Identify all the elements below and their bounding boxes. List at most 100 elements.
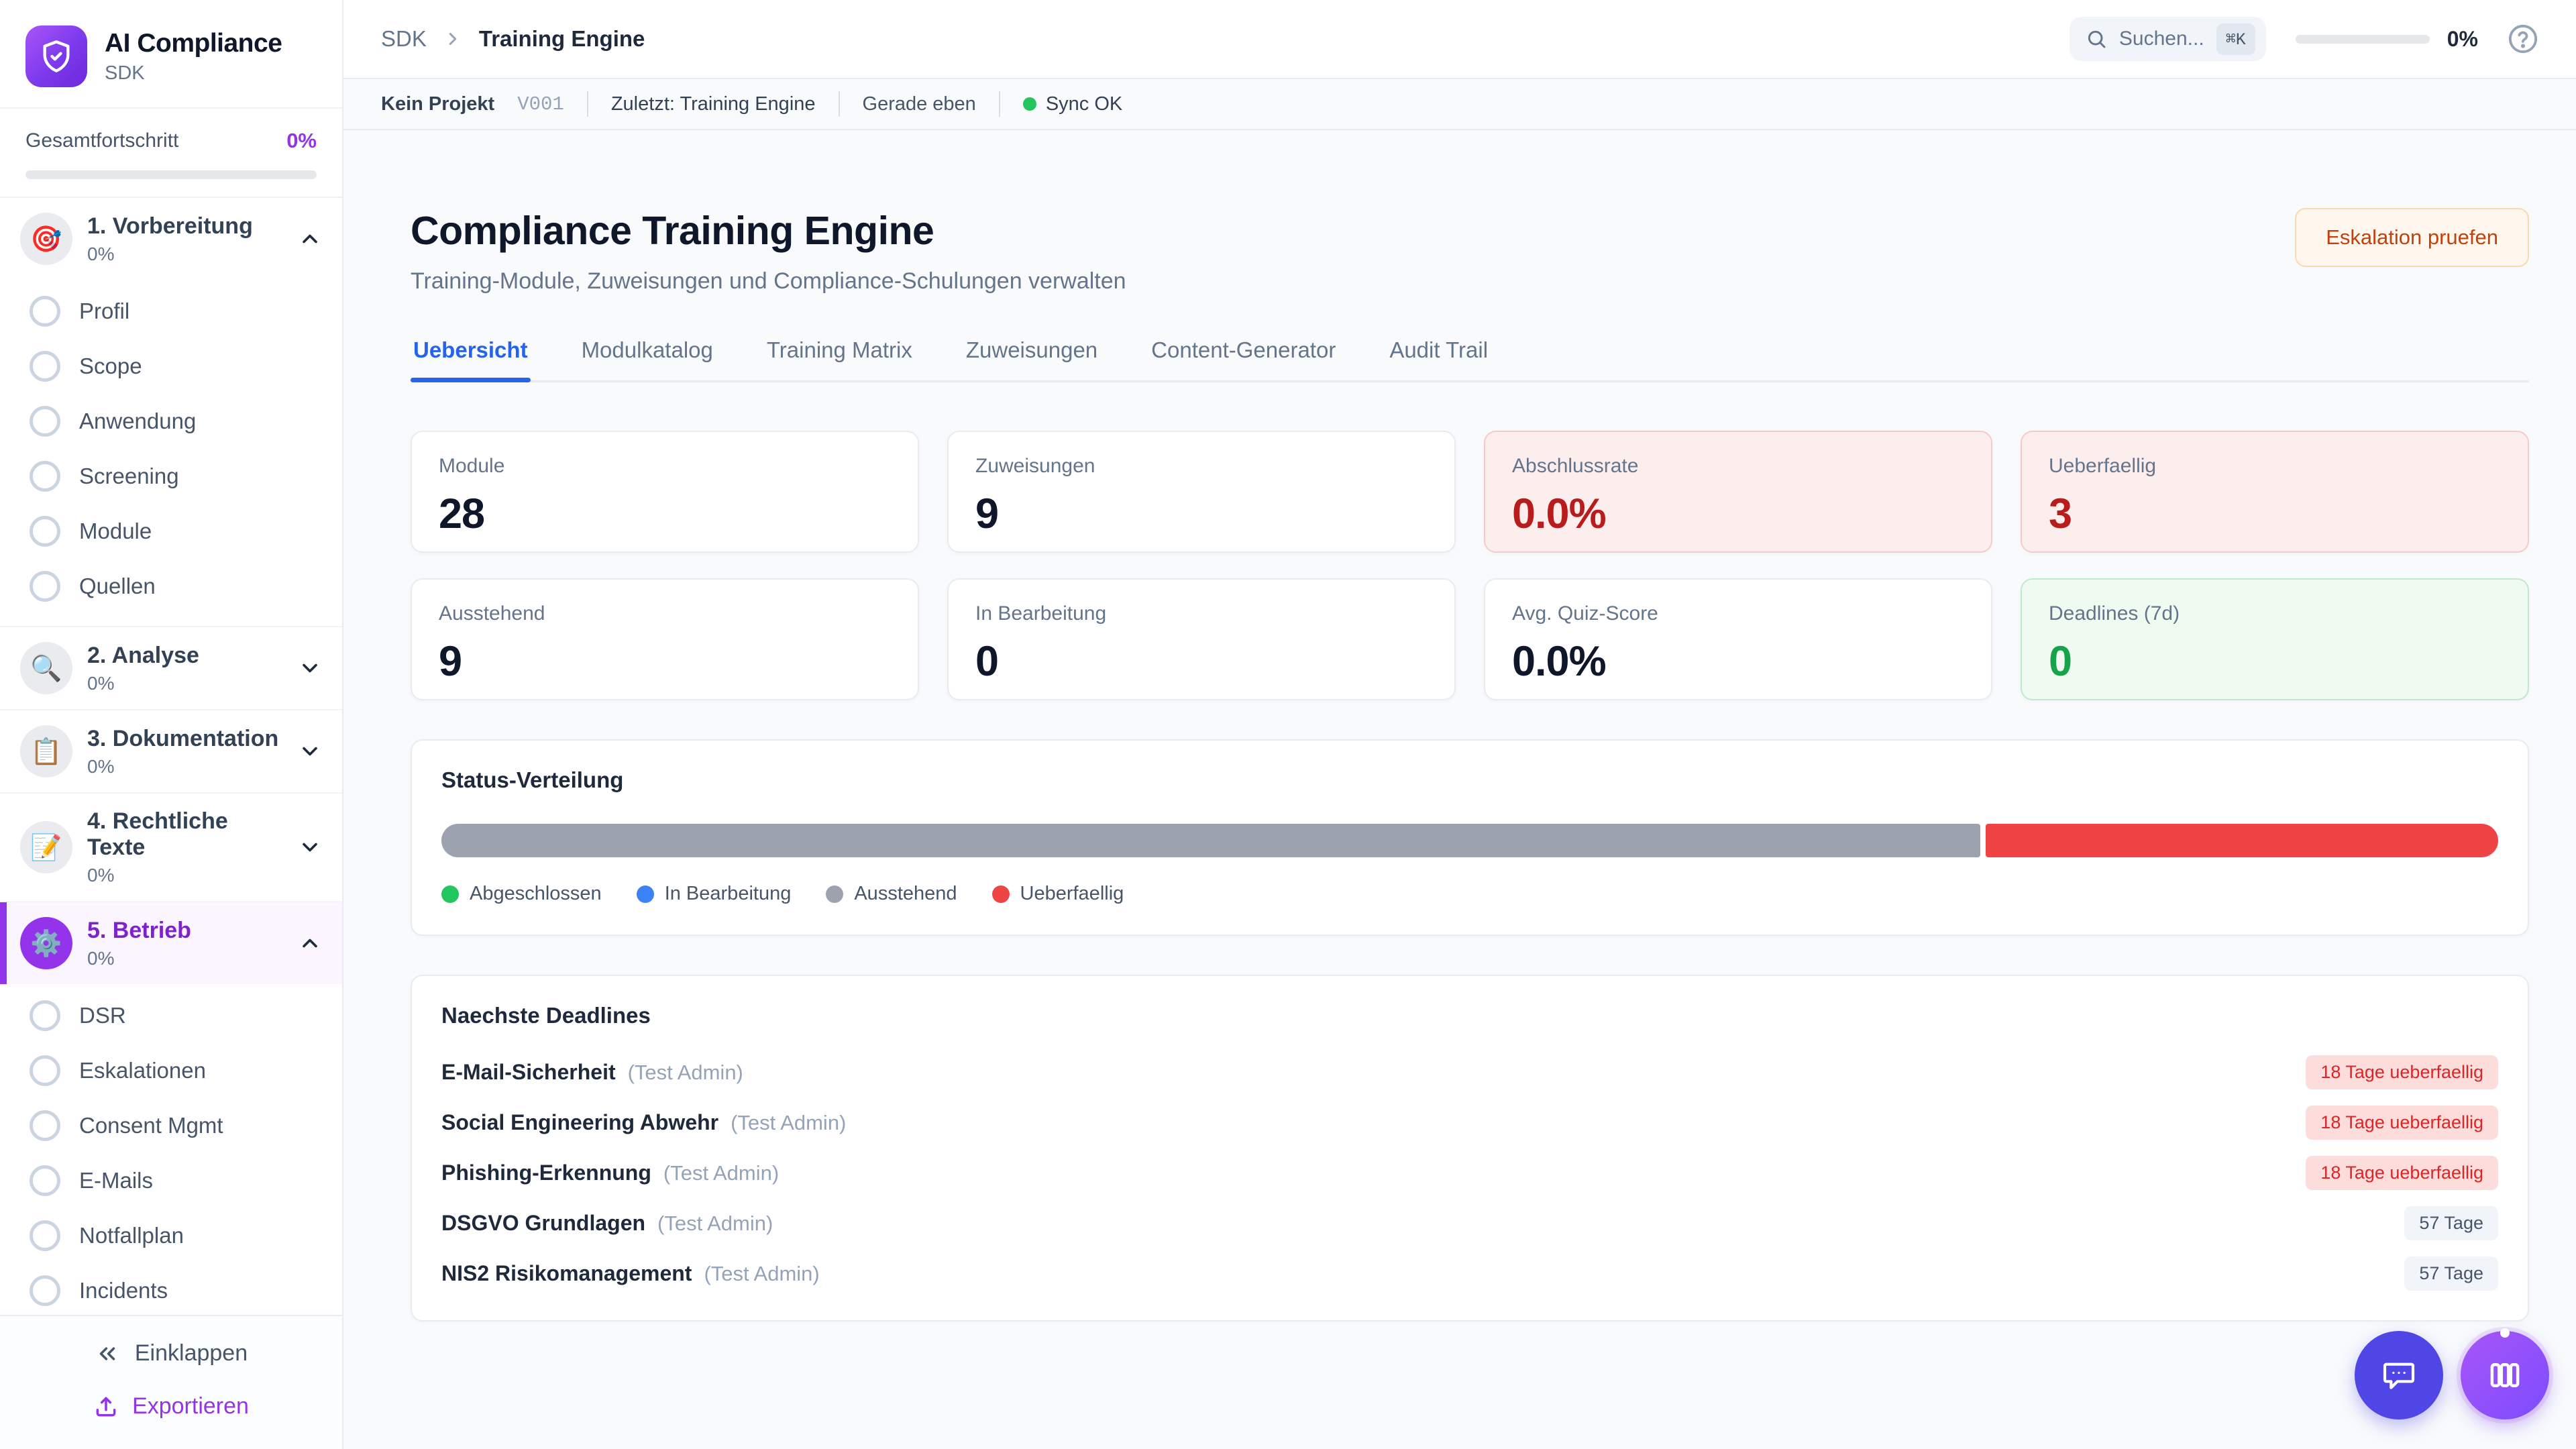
page-title: Compliance Training Engine <box>411 209 934 253</box>
divider <box>838 91 840 117</box>
deadline-row: E-Mail-Sicherheit (Test Admin) 18 Tage u… <box>441 1055 2498 1089</box>
chevron-down-icon <box>303 747 317 756</box>
sidebar-item-scope[interactable]: Scope <box>0 339 342 394</box>
collapse-sidebar-button[interactable]: Einklappen <box>95 1340 248 1366</box>
red-dot-icon <box>991 885 1010 903</box>
clipboard-icon: 📋 <box>20 725 72 777</box>
stat-card-abschlussrate: Abschlussrate 0.0% <box>1484 431 1992 553</box>
status-circle-icon <box>30 1220 60 1251</box>
status-legend: Abgeschlossen In Bearbeitung Ausstehend … <box>441 883 2498 905</box>
sidebar-item-notfallplan[interactable]: Notfallplan <box>0 1208 342 1263</box>
project-name: Kein Projekt <box>381 93 495 115</box>
gray-dot-icon <box>826 885 844 903</box>
status-circle-icon <box>30 351 60 382</box>
floating-buttons <box>2355 1327 2553 1424</box>
search-icon <box>2088 30 2106 48</box>
deadline-row: Social Engineering Abwehr (Test Admin) 1… <box>441 1106 2498 1140</box>
sidebar-section-betrieb[interactable]: ⚙️ 5. Betrieb 0% <box>0 902 342 984</box>
search-input[interactable]: Suchen... ⌘K <box>2069 17 2266 61</box>
magnifier-icon: 🔍 <box>20 642 72 694</box>
status-circle-icon <box>30 1165 60 1196</box>
segment-ausstehend <box>441 824 1980 857</box>
target-icon: 🎯 <box>20 213 72 265</box>
check-escalation-button[interactable]: Eskalation pruefen <box>2295 208 2529 267</box>
stat-cards: Module 28 Zuweisungen 9 Abschlussrate 0.… <box>411 431 2529 700</box>
sidebar-item-module[interactable]: Module <box>0 504 342 559</box>
tab-uebersicht[interactable]: Uebersicht <box>411 337 531 382</box>
stat-card-deadlines-7d: Deadlines (7d) 0 <box>2021 578 2529 700</box>
overdue-badge: 18 Tage ueberfaellig <box>2306 1106 2498 1140</box>
export-button[interactable]: Exportieren <box>93 1393 249 1419</box>
last-sync-time: Gerade eben <box>862 93 976 115</box>
search-shortcut-kbd: ⌘K <box>2216 23 2255 55</box>
breadcrumb: SDK Training Engine <box>381 26 645 52</box>
chevron-right-icon <box>449 33 457 45</box>
sidebar-item-incidents[interactable]: Incidents <box>0 1263 342 1315</box>
sidebar-item-quellen[interactable]: Quellen <box>0 559 342 614</box>
section-title: 1. Vorbereitung <box>87 213 253 239</box>
status-circle-icon <box>30 1275 60 1306</box>
stat-card-avg-quiz-score: Avg. Quiz-Score 0.0% <box>1484 578 1992 700</box>
shield-check-icon <box>43 40 70 72</box>
status-circle-icon <box>30 516 60 547</box>
help-icon[interactable] <box>2508 23 2538 54</box>
sidebar-item-profil[interactable]: Profil <box>0 284 342 339</box>
stat-card-ausstehend: Ausstehend 9 <box>411 578 919 700</box>
sidebar-section-dokumentation[interactable]: 📋 3. Dokumentation 0% <box>0 710 342 792</box>
overall-progress-value: 0% <box>286 129 317 152</box>
deadline-row: Phishing-Erkennung (Test Admin) 18 Tage … <box>441 1156 2498 1190</box>
sync-ok-dot-icon <box>1022 97 1036 111</box>
project-version: V001 <box>517 93 564 115</box>
header-progress: 0% <box>2295 27 2478 52</box>
header-progress-track <box>2295 34 2430 44</box>
sidebar: AI Compliance SDK Gesamtfortschritt 0% 🎯… <box>0 0 343 1449</box>
legend-ueberfaellig: Ueberfaellig <box>991 883 1124 905</box>
sidebar-section-vorbereitung[interactable]: 🎯 1. Vorbereitung 0% <box>0 198 342 280</box>
tab-modulkatalog[interactable]: Modulkatalog <box>581 337 713 362</box>
chat-button[interactable] <box>2355 1331 2443 1419</box>
tab-content-generator[interactable]: Content-Generator <box>1151 337 1336 362</box>
days-badge: 57 Tage <box>2404 1256 2498 1291</box>
tab-training-matrix[interactable]: Training Matrix <box>766 337 912 362</box>
sidebar-item-dsr[interactable]: DSR <box>0 988 342 1043</box>
breadcrumb-current: Training Engine <box>478 26 645 51</box>
sidebar-section-rechtliche-texte[interactable]: 📝 4. Rechtliche Texte 0% <box>0 794 342 901</box>
overall-progress-label: Gesamtfortschritt <box>25 129 179 152</box>
overdue-badge: 18 Tage ueberfaellig <box>2306 1055 2498 1089</box>
legend-abgeschlossen: Abgeschlossen <box>441 883 602 905</box>
sidebar-item-eskalationen[interactable]: Eskalationen <box>0 1043 342 1098</box>
tab-audit-trail[interactable]: Audit Trail <box>1389 337 1489 362</box>
stat-card-zuweisungen: Zuweisungen 9 <box>947 431 1456 553</box>
sidebar-item-screening[interactable]: Screening <box>0 449 342 504</box>
page-subtitle: Training-Module, Zuweisungen und Complia… <box>411 268 1126 294</box>
topbar: SDK Training Engine Suchen... ⌘K 0% <box>343 0 2576 79</box>
memo-icon: 📝 <box>20 821 72 873</box>
sync-status: Sync OK <box>1022 93 1122 115</box>
status-distribution-title: Status-Verteilung <box>441 767 624 792</box>
overall-progress-track <box>25 170 317 179</box>
sidebar-item-anwendung[interactable]: Anwendung <box>0 394 342 449</box>
sidebar-item-e-mails[interactable]: E-Mails <box>0 1153 342 1208</box>
project-statusbar: Kein Projekt V001 Zuletzt: Training Engi… <box>343 79 2576 130</box>
tab-zuweisungen[interactable]: Zuweisungen <box>965 337 1098 362</box>
deadline-row: DSGVO Grundlagen (Test Admin) 57 Tage <box>441 1206 2498 1240</box>
columns-panel-button[interactable] <box>2457 1327 2553 1424</box>
blue-dot-icon <box>636 885 654 903</box>
chevron-down-icon <box>303 663 317 673</box>
overall-progress: Gesamtfortschritt 0% <box>0 109 342 198</box>
divider <box>586 91 588 117</box>
overdue-badge: 18 Tage ueberfaellig <box>2306 1156 2498 1190</box>
chevron-up-icon <box>303 938 317 948</box>
sidebar-item-consent-mgmt[interactable]: Consent Mgmt <box>0 1098 342 1153</box>
legend-ausstehend: Ausstehend <box>826 883 957 905</box>
status-circle-icon <box>30 461 60 492</box>
divider <box>998 91 1000 117</box>
legend-in-bearbeitung: In Bearbeitung <box>636 883 791 905</box>
breadcrumb-root[interactable]: SDK <box>381 26 427 51</box>
columns-icon <box>2490 1363 2520 1387</box>
page-content: Compliance Training Engine Training-Modu… <box>343 130 2576 1449</box>
app-subtitle: SDK <box>105 62 145 84</box>
status-distribution-bar <box>441 824 2498 857</box>
status-circle-icon <box>30 571 60 602</box>
sidebar-section-analyse[interactable]: 🔍 2. Analyse 0% <box>0 627 342 709</box>
